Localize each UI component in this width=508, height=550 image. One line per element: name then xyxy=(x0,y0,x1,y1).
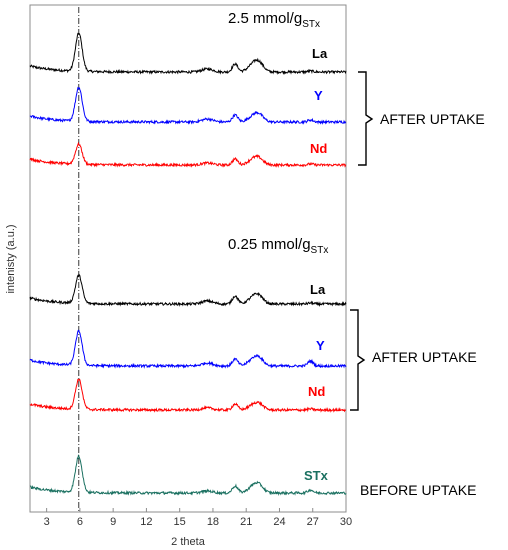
series-labels: La Y Nd La Y Nd STx xyxy=(304,46,329,483)
series-label-stx-6: STx xyxy=(304,468,329,483)
x-tick-label-18: 18 xyxy=(207,516,219,528)
series-label-la-3: La xyxy=(310,282,326,297)
conc-high-sub: STx xyxy=(302,19,320,30)
conc-high-label: 2.5 mmol/gSTx xyxy=(228,10,320,30)
series-label-y-1: Y xyxy=(314,88,323,103)
x-tick-label-3: 3 xyxy=(44,516,50,528)
x-tick-label-6: 6 xyxy=(77,516,83,528)
trace-nd-2 xyxy=(29,141,347,168)
trace-stx-6 xyxy=(29,454,347,496)
plot-frame xyxy=(29,4,347,513)
group-after-uptake-high: AFTER UPTAKE xyxy=(380,111,485,127)
x-tick-label-21: 21 xyxy=(240,516,252,528)
trace-la-3 xyxy=(29,273,347,308)
conc-low-label: 0.25 mmol/gSTx xyxy=(228,236,328,256)
series-label-la-0: La xyxy=(312,46,328,61)
group-before-uptake: BEFORE UPTAKE xyxy=(360,482,476,498)
trace-y-1 xyxy=(29,86,347,125)
brace-after-low xyxy=(350,309,366,411)
x-tick-label-24: 24 xyxy=(273,516,285,528)
y-axis-label: intenisty (a.u.) xyxy=(5,224,17,293)
series-label-nd-2: Nd xyxy=(310,141,327,156)
x-tick-label-27: 27 xyxy=(307,516,319,528)
brace-after-high xyxy=(358,71,374,166)
x-axis-label: 2 theta xyxy=(171,536,206,548)
series-label-nd-5: Nd xyxy=(308,384,325,399)
group-after-uptake-low: AFTER UPTAKE xyxy=(372,349,477,365)
x-axis-ticks: 3 6 9 12 15 18 21 24 27 30 xyxy=(44,508,352,528)
x-tick-label-15: 15 xyxy=(174,516,186,528)
conc-low-sub: STx xyxy=(311,245,329,256)
xrd-traces xyxy=(29,32,347,496)
trace-y-4 xyxy=(29,329,347,369)
x-tick-label-30: 30 xyxy=(340,516,352,528)
trace-la-0 xyxy=(29,32,347,75)
x-tick-label-9: 9 xyxy=(110,516,116,528)
x-tick-label-12: 12 xyxy=(140,516,152,528)
series-label-y-4: Y xyxy=(316,338,325,353)
trace-nd-5 xyxy=(29,378,347,413)
